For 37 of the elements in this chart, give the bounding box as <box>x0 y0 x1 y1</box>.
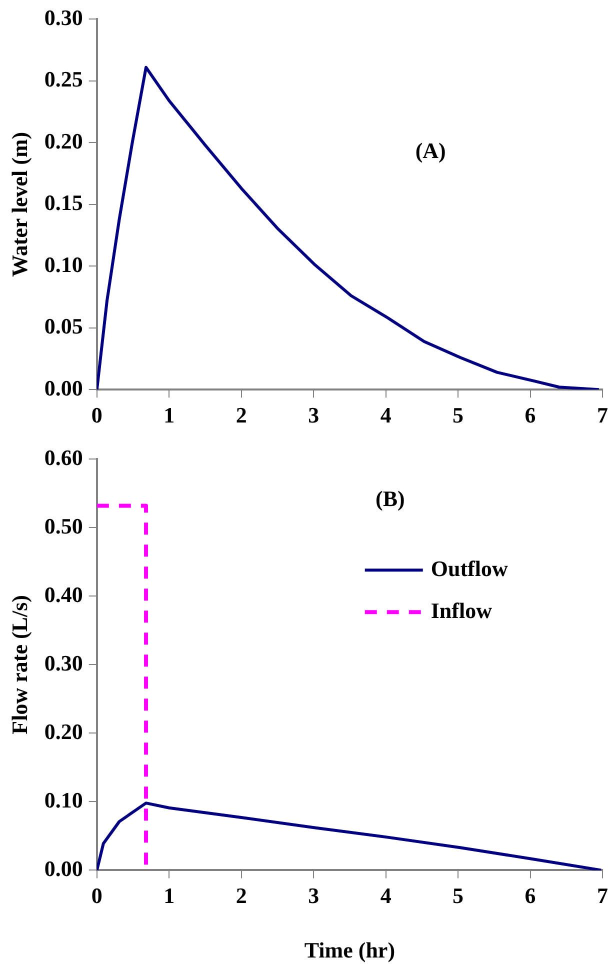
x-tick-label: 7 <box>597 883 608 908</box>
y-tick-label: 0.05 <box>44 314 83 339</box>
x-tick-label: 3 <box>308 402 320 428</box>
y-tick-label: 0.00 <box>44 375 83 400</box>
legend-label: Inflow <box>430 598 492 623</box>
x-tick-label: 7 <box>597 402 608 428</box>
legend-label: Outflow <box>430 556 508 581</box>
y-tick-label: 0.50 <box>44 513 83 538</box>
x-tick-label: 5 <box>452 402 464 428</box>
y-tick-label: 0.40 <box>44 582 83 607</box>
y-tick-label: 0.15 <box>44 190 83 216</box>
x-tick-label: 3 <box>308 883 320 908</box>
y-axis-title: Water level (m) <box>6 132 32 277</box>
x-tick-label: 0 <box>91 402 102 428</box>
x-tick-label: 2 <box>236 402 247 428</box>
x-tick-label: 1 <box>164 883 175 908</box>
x-tick-label: 6 <box>524 883 536 908</box>
x-tick-label: 4 <box>380 402 392 428</box>
y-tick-label: 0.10 <box>44 787 83 812</box>
y-tick-label: 0.10 <box>44 252 83 277</box>
y-tick-label: 0.25 <box>44 66 83 92</box>
y-tick-label: 0.00 <box>44 856 83 881</box>
y-tick-label: 0.20 <box>44 718 83 744</box>
y-tick-label: 0.60 <box>44 444 83 470</box>
y-tick-label: 0.30 <box>44 4 83 30</box>
x-tick-label: 4 <box>380 883 392 908</box>
x-axis-title: Time (hr) <box>304 937 396 962</box>
x-tick-label: 6 <box>524 402 536 428</box>
x-tick-label: 5 <box>452 883 464 908</box>
y-axis-title: Flow rate (L/s) <box>6 595 32 734</box>
annotation: (A) <box>415 138 446 164</box>
y-tick-label: 0.30 <box>44 650 83 676</box>
x-tick-label: 2 <box>236 883 247 908</box>
y-tick-label: 0.20 <box>44 128 83 154</box>
x-tick-label: 0 <box>91 883 102 908</box>
x-tick-label: 1 <box>164 402 175 428</box>
annotation: (B) <box>375 486 405 511</box>
